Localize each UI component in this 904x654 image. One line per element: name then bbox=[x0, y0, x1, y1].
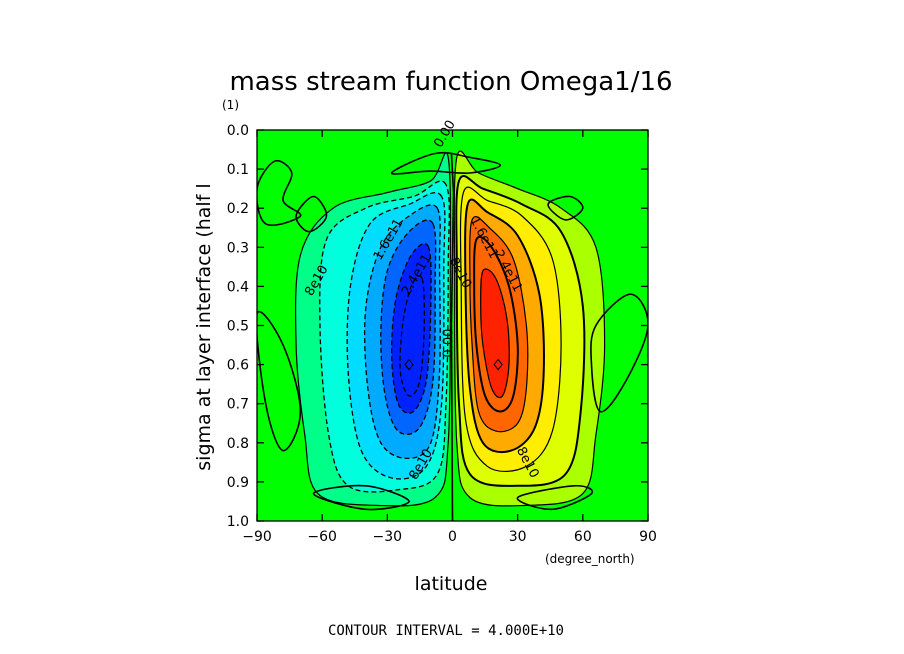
x-tick-label: −30 bbox=[373, 529, 403, 545]
x-tick-label: −60 bbox=[307, 529, 337, 545]
chart-title: mass stream function Omega1/16 bbox=[229, 67, 672, 97]
x-tick-label: 0 bbox=[448, 529, 457, 545]
extremum-marker bbox=[493, 358, 503, 371]
y-tick-label: 0.2 bbox=[227, 201, 249, 217]
y-tick-label: 0.1 bbox=[227, 162, 249, 178]
y-tick-label: 0.0 bbox=[227, 123, 249, 139]
zero-contour bbox=[295, 195, 328, 233]
y-tick-label: 1.0 bbox=[227, 514, 249, 530]
contour-label: 0.00 bbox=[442, 329, 457, 358]
y-tick-label: 0.5 bbox=[227, 319, 249, 335]
x-tick-label: −90 bbox=[242, 529, 272, 545]
zero-contour bbox=[547, 195, 584, 221]
x-units: (degree_north) bbox=[545, 552, 635, 566]
x-axis-label: latitude bbox=[415, 573, 488, 595]
y-units: (1) bbox=[222, 98, 239, 112]
contour-interval-note: CONTOUR INTERVAL = 4.000E+10 bbox=[328, 623, 564, 639]
y-axis-label: sigma at layer interface (half l bbox=[193, 183, 215, 470]
y-tick-label: 0.9 bbox=[227, 475, 249, 491]
zero-contour bbox=[257, 159, 302, 226]
zero-contour bbox=[390, 151, 502, 175]
extremum-marker bbox=[404, 358, 414, 371]
x-tick-label: 60 bbox=[574, 529, 592, 545]
x-tick-label: 90 bbox=[639, 529, 657, 545]
y-tick-label: 0.8 bbox=[227, 436, 249, 452]
contour-plot bbox=[257, 130, 648, 521]
zero-contour bbox=[516, 484, 594, 511]
zero-contour bbox=[312, 484, 410, 511]
axes-frame: −90 −60 −30 0 30 60 90 0.0 0.1 0.2 0.3 0.4 0.5 0.6 0.7… bbox=[227, 123, 657, 545]
y-tick-label: 0.3 bbox=[227, 240, 249, 256]
y-tick-label: 0.4 bbox=[227, 279, 249, 295]
y-tick-label: 0.6 bbox=[227, 358, 249, 374]
y-tick-label: 0.7 bbox=[227, 397, 249, 413]
zero-contour bbox=[590, 293, 648, 413]
zero-contour bbox=[257, 310, 302, 452]
x-tick-label: 30 bbox=[509, 529, 527, 545]
